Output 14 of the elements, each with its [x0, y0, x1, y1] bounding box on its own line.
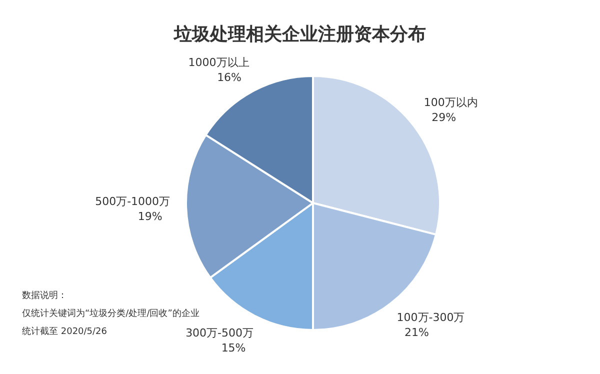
- slice-label: 100万-300万: [396, 310, 465, 324]
- slice-label: 100万以内: [424, 96, 478, 110]
- text: 数据说明：: [22, 290, 67, 301]
- data-label: 15%: [221, 341, 246, 354]
- data-label: 29%: [432, 111, 456, 124]
- slice-label: 1000万以上: [188, 56, 250, 69]
- data-label: 21%: [404, 326, 429, 339]
- text: 仅统计关键词为“垃圾分类/处理/回收”的企业: [22, 308, 200, 319]
- text: 统计截至 2020/5/26: [22, 326, 108, 337]
- data-label: 16%: [217, 70, 242, 84]
- slice-label: 500万-1000万: [95, 194, 170, 208]
- data-label: 19%: [138, 210, 162, 223]
- chart-title: 垃圾处理相关企业注册资本分布: [173, 24, 426, 45]
- slice-label: 300万-500万: [186, 326, 254, 340]
